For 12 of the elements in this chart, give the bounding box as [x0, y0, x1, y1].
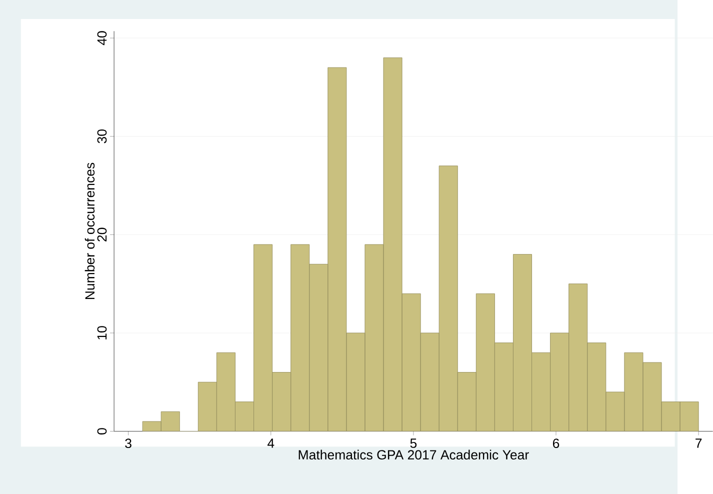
y-tick-label: 40 — [97, 31, 107, 46]
y-axis-title: Number of occurrences — [84, 162, 95, 299]
y-tick-label: 30 — [97, 129, 107, 144]
y-tick-label: 20 — [97, 228, 107, 242]
x-tick-label: 4 — [267, 438, 274, 448]
x-tick-label: 6 — [552, 438, 560, 448]
x-tick-label: 3 — [125, 438, 132, 448]
y-tick-label: 0 — [97, 428, 107, 434]
x-tick-label: 7 — [696, 438, 702, 448]
y-tick-label: 10 — [97, 326, 107, 340]
x-tick-label: 5 — [410, 438, 417, 448]
x-axis-title: Mathematics GPA 2017 Academic Year — [298, 450, 529, 460]
